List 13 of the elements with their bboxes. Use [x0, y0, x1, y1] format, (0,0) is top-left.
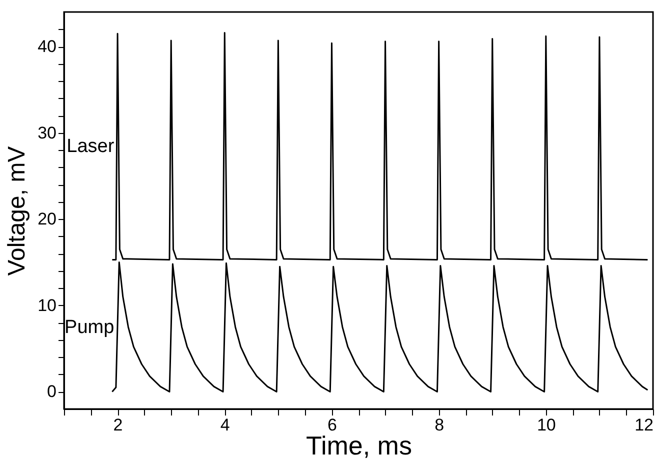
y-tick-label: 0 [47, 382, 56, 402]
x-tick-label: 2 [113, 416, 123, 434]
y-tick-label: 20 [38, 210, 56, 229]
y-tick-label: 40 [38, 37, 56, 56]
y-axis-title: Voltage, mV [4, 146, 31, 276]
x-tick-label: 4 [220, 416, 230, 434]
y-tick-label: 30 [38, 123, 56, 142]
x-tick-label: 8 [434, 416, 444, 434]
series-label: Laser [66, 136, 115, 158]
y-tick-label: 10 [38, 296, 56, 315]
x-tick-label: 10 [536, 416, 556, 434]
x-tick-label: 12 [634, 416, 654, 434]
series-label: Pump [64, 317, 114, 338]
